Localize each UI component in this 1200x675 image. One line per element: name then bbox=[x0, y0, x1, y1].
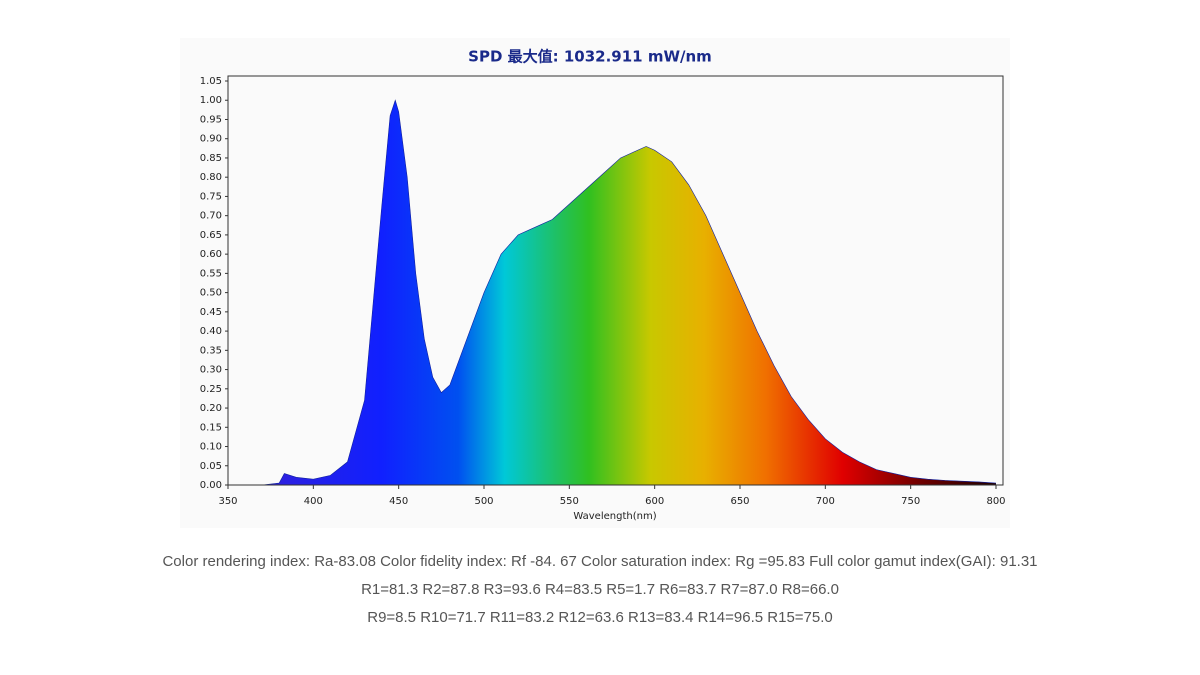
y-tick-label: 0.65 bbox=[200, 230, 222, 241]
y-tick-label: 0.20 bbox=[200, 403, 222, 414]
y-tick-label: 0.10 bbox=[200, 442, 222, 453]
y-tick-label: 0.05 bbox=[200, 461, 222, 472]
x-tick-label: 400 bbox=[304, 496, 323, 507]
y-tick-label: 1.05 bbox=[200, 76, 222, 87]
y-tick-label: 0.80 bbox=[200, 172, 222, 183]
y-tick-label: 0.25 bbox=[200, 384, 222, 395]
y-tick-label: 0.40 bbox=[200, 326, 222, 337]
y-tick-label: 0.70 bbox=[200, 211, 222, 222]
y-tick-label: 0.30 bbox=[200, 365, 222, 376]
x-axis-label: Wavelength(nm) bbox=[573, 511, 656, 522]
y-tick-label: 0.00 bbox=[200, 480, 222, 491]
x-tick-label: 750 bbox=[901, 496, 920, 507]
y-tick-label: 0.60 bbox=[200, 249, 222, 260]
y-tick-label: 0.55 bbox=[200, 268, 222, 279]
y-tick-label: 0.85 bbox=[200, 153, 222, 164]
spectrum-area bbox=[228, 100, 996, 485]
chart-title: SPD 最大值: 1032.911 mW/nm bbox=[468, 48, 712, 66]
x-tick-label: 500 bbox=[474, 496, 493, 507]
caption-line: R1=81.3 R2=87.8 R3=93.6 R4=83.5 R5=1.7 R… bbox=[361, 581, 839, 598]
y-tick-label: 0.90 bbox=[200, 134, 222, 145]
caption-line: Color rendering index: Ra-83.08 Color fi… bbox=[162, 553, 1038, 570]
x-tick-label: 700 bbox=[816, 496, 835, 507]
spectrum-line bbox=[228, 99, 997, 486]
x-tick-label: 800 bbox=[986, 496, 1005, 507]
y-tick-label: 0.15 bbox=[200, 422, 222, 433]
y-tick-label: 0.35 bbox=[200, 345, 222, 356]
y-tick-label: 0.75 bbox=[200, 191, 222, 202]
caption-line: R9=8.5 R10=71.7 R11=83.2 R12=63.6 R13=83… bbox=[367, 609, 833, 626]
chart: SPD 最大值: 1032.911 mW/nm Wavelength(nm) 0… bbox=[199, 47, 1006, 522]
x-tick-label: 450 bbox=[389, 496, 408, 507]
y-tick-label: 0.45 bbox=[200, 307, 222, 318]
y-tick-label: 0.50 bbox=[200, 288, 222, 299]
x-tick-label: 600 bbox=[645, 496, 664, 507]
plot-frame bbox=[227, 75, 1004, 486]
x-tick-label: 650 bbox=[730, 496, 749, 507]
x-tick-label: 350 bbox=[218, 496, 237, 507]
y-tick-label: 1.00 bbox=[200, 95, 222, 106]
y-tick-label: 0.95 bbox=[200, 114, 222, 125]
x-tick-label: 550 bbox=[560, 496, 579, 507]
